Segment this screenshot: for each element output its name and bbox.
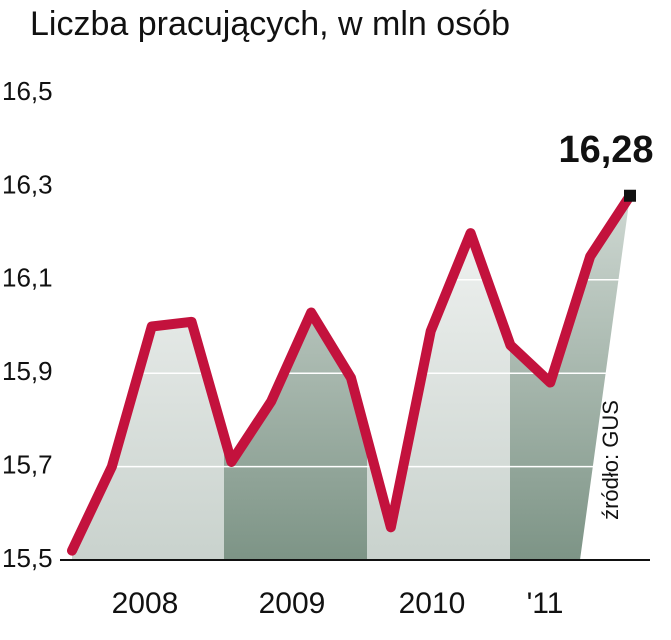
y-tick-label: 16,3 bbox=[2, 169, 53, 199]
year-label: '11 bbox=[527, 587, 564, 620]
y-tick-label: 15,9 bbox=[2, 356, 53, 386]
year-label: 2010 bbox=[399, 587, 466, 620]
year-label: 2008 bbox=[112, 587, 179, 620]
y-tick-label: 15,7 bbox=[2, 449, 53, 479]
end-label: 16,28 bbox=[558, 129, 653, 171]
year-label: 2009 bbox=[259, 587, 326, 620]
y-tick-label: 15,5 bbox=[2, 543, 53, 573]
y-tick-label: 16,5 bbox=[2, 76, 53, 106]
source: źródło: GUS bbox=[598, 400, 623, 520]
end-marker bbox=[624, 189, 636, 202]
y-tick-label: 16,1 bbox=[2, 263, 53, 293]
line bbox=[67, 190, 635, 556]
chart-title: Liczba pracujących, w mln osób bbox=[30, 5, 510, 43]
